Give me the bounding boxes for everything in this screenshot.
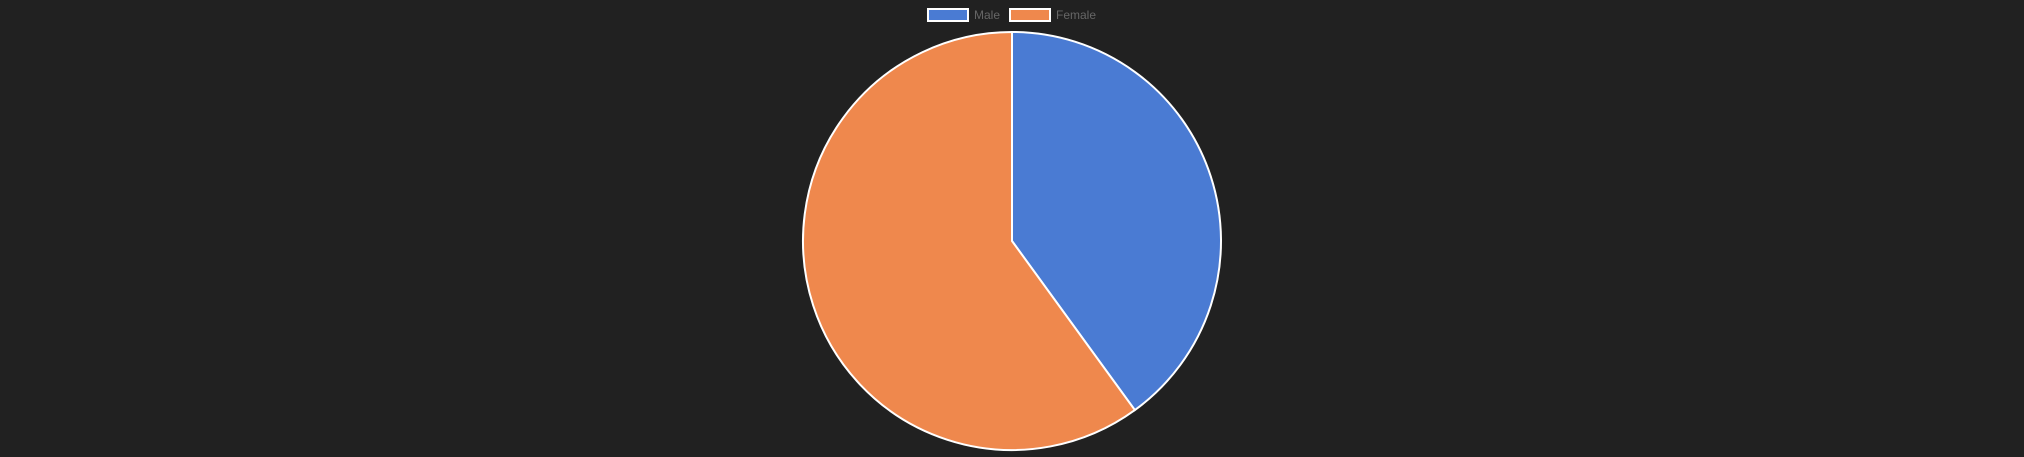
pie-slice-male[interactable]: [1011, 30, 1222, 412]
legend-swatch-female[interactable]: [1009, 8, 1051, 22]
legend-label-female[interactable]: Female: [1056, 8, 1096, 22]
legend-label-male[interactable]: Male: [974, 8, 1000, 22]
pie-slice-female[interactable]: [802, 30, 1137, 451]
legend-swatch-male[interactable]: [926, 8, 969, 22]
legend: Male Female: [926, 8, 1096, 22]
pie-slices: [802, 30, 1222, 451]
